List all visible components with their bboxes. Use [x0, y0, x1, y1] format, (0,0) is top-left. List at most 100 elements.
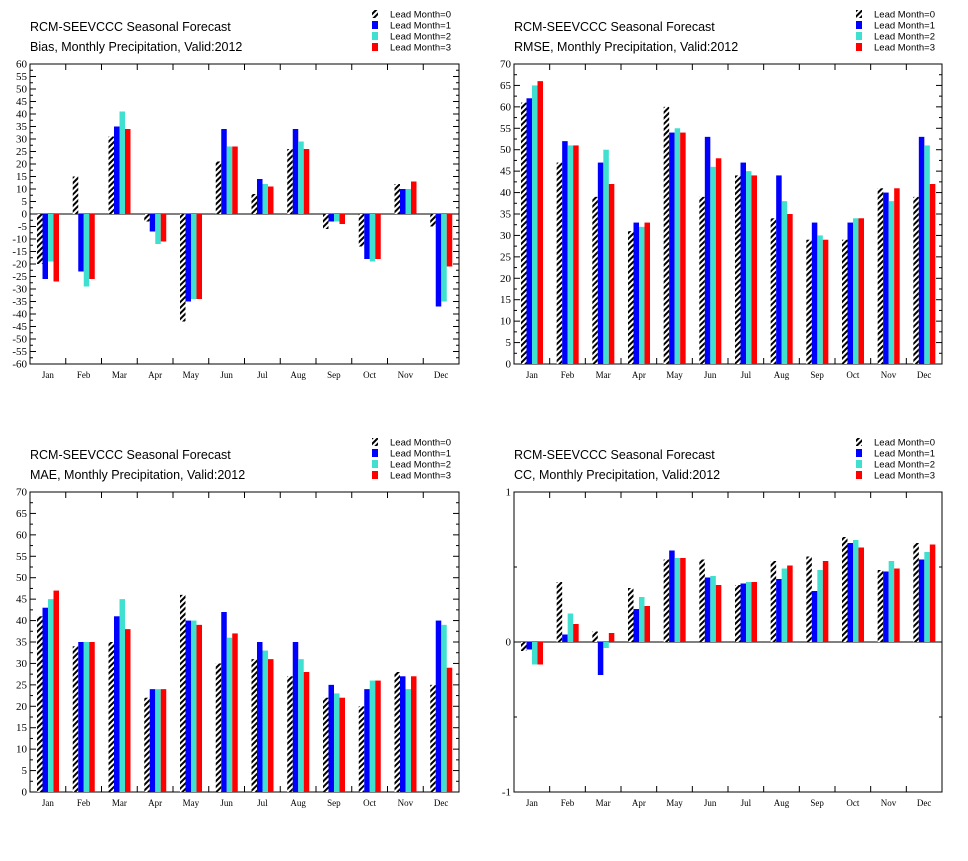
bar-lead0-may [663, 106, 670, 364]
bar-lead2-jul [746, 171, 752, 364]
y-tick-label: 35 [500, 209, 512, 221]
bar-lead2-jun [710, 576, 716, 642]
bar-lead0-oct [358, 214, 365, 247]
legend-swatch-3 [372, 43, 378, 51]
bars [37, 590, 453, 792]
y-tick-label: 65 [500, 80, 512, 92]
bar-lead0-may [180, 214, 186, 322]
x-tick-label: Apr [632, 370, 646, 380]
bar-lead0-aug [287, 149, 293, 214]
bar-lead2-sep [334, 693, 340, 792]
x-tick-label: May [183, 370, 200, 380]
bar-lead3-jul [268, 186, 274, 214]
x-tick-label: Sep [327, 798, 341, 808]
legend-label-3: Lead Month=3 [390, 43, 451, 54]
y-tick-label: 15 [16, 171, 28, 183]
bar-lead0-apr [628, 588, 634, 642]
bar-lead1-dec [918, 559, 925, 642]
y-tick-label: 45 [500, 166, 512, 178]
x-axis: Jan Feb Mar Apr May Jun Jul Aug Sep Oct Nov Dec [526, 492, 931, 808]
bar-lead1-dec [435, 214, 442, 307]
legend-label-1: Lead Month=1 [874, 21, 935, 32]
bar-lead3-dec [929, 184, 936, 364]
bar-lead0-apr [144, 214, 150, 222]
y-tick-label: -10 [12, 234, 27, 246]
bar-lead3-may [196, 624, 202, 792]
bar-lead0-oct [842, 537, 848, 642]
legend-swatch-2 [856, 32, 862, 40]
y-tick-label: -60 [12, 359, 27, 371]
bar-lead3-jan [537, 81, 543, 365]
bar-lead1-nov [400, 189, 406, 214]
y-tick-label: 55 [500, 123, 512, 135]
bar-lead0-jan [521, 102, 527, 365]
y-tick-label: 20 [16, 159, 28, 171]
y-tick-label: 40 [16, 109, 28, 121]
legend-label-0: Lead Month=0 [874, 438, 935, 449]
y-tick-label: 0 [22, 787, 28, 799]
y-tick-label: 40 [16, 615, 28, 627]
bar-lead2-jan [532, 642, 538, 665]
y-tick-label: -40 [12, 309, 27, 321]
x-tick-label: Jul [257, 798, 268, 808]
bar-lead1-jun [704, 136, 711, 364]
bar-lead1-aug [292, 642, 299, 792]
legend-swatch-1 [372, 21, 378, 29]
x-tick-label: Jun [704, 798, 717, 808]
bar-lead2-feb [567, 613, 574, 642]
bar-lead0-dec [430, 214, 436, 227]
y-tick-label: 5 [22, 196, 28, 208]
legend-label-0: Lead Month=0 [874, 10, 935, 21]
bar-lead2-dec [924, 145, 930, 364]
bar-lead3-feb [573, 145, 579, 364]
bar-lead1-jun [221, 129, 227, 214]
bar-lead2-jan [48, 214, 54, 262]
bar-lead3-nov [411, 181, 417, 214]
bar-lead1-oct [364, 689, 370, 792]
bar-lead3-jul [751, 175, 757, 364]
chart-subtitle: CC, Monthly Precipitation, Valid:2012 [514, 468, 720, 482]
bar-lead0-jul [251, 194, 257, 214]
y-tick-label: 1 [506, 487, 512, 499]
x-tick-label: Feb [77, 798, 91, 808]
bar-lead0-mar [108, 136, 114, 214]
bar-lead0-oct [842, 239, 848, 364]
bar-lead0-jul [735, 585, 741, 642]
y-tick-label: 30 [16, 658, 28, 670]
bar-lead0-mar [592, 196, 598, 364]
y-tick-label: 10 [16, 744, 28, 756]
legend-swatch-2 [856, 460, 862, 468]
chart-subtitle: MAE, Monthly Precipitation, Valid:2012 [30, 468, 245, 482]
x-tick-label: Aug [290, 370, 306, 380]
bar-lead2-feb [83, 642, 90, 792]
legend-swatch-1 [372, 449, 378, 457]
x-tick-label: Oct [846, 370, 859, 380]
y-tick-label: 70 [16, 487, 28, 499]
bar-lead3-feb [89, 642, 95, 792]
x-tick-label: Apr [632, 798, 646, 808]
bars [37, 111, 453, 322]
x-tick-label: Jan [42, 370, 54, 380]
bar-lead3-nov [411, 676, 417, 792]
bar-lead0-sep [806, 556, 812, 642]
x-tick-label: Sep [810, 798, 824, 808]
y-tick-label: 50 [500, 144, 512, 156]
bar-lead2-feb [567, 145, 574, 364]
bar-lead0-feb [72, 646, 79, 792]
bar-lead0-dec [430, 684, 436, 792]
bar-lead2-aug [781, 201, 788, 364]
bar-lead2-mar [603, 642, 609, 648]
bar-lead3-may [680, 132, 686, 364]
bar-lead2-jun [710, 166, 716, 364]
bar-lead0-dec [913, 196, 919, 364]
bar-lead3-sep [339, 697, 345, 792]
bar-lead2-apr [155, 214, 161, 244]
bar-lead2-may [191, 620, 197, 792]
y-tick-label: 65 [16, 508, 28, 520]
bar-lead1-sep [328, 214, 334, 222]
bar-lead2-jun [226, 637, 233, 792]
bar-lead3-apr [160, 689, 167, 792]
x-tick-label: Aug [774, 370, 790, 380]
